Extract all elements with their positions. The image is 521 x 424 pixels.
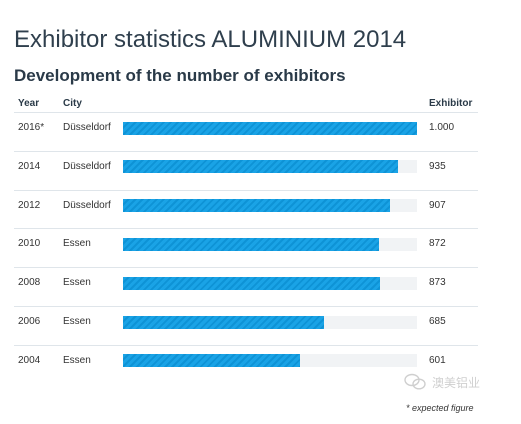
city-label: Düsseldorf (63, 161, 111, 172)
bar-track (123, 199, 417, 212)
footnote: * expected figure (406, 403, 474, 413)
city-label: Essen (63, 238, 91, 249)
row-divider (14, 228, 478, 229)
column-header-year: Year (18, 98, 40, 109)
bar-track (123, 277, 417, 290)
bar (123, 238, 380, 251)
row-divider (14, 151, 478, 152)
bar (123, 122, 417, 135)
bar-track (123, 160, 417, 173)
year-label: 2006 (18, 316, 41, 327)
chart-subtitle: Development of the number of exhibitors (14, 66, 346, 85)
bar-track (123, 122, 417, 135)
bar (123, 199, 390, 212)
watermark: 澳美铝业 (404, 370, 514, 394)
value-label: 907 (429, 200, 446, 211)
city-label: Essen (63, 277, 91, 288)
row-divider (14, 306, 478, 307)
value-label: 1.000 (429, 122, 455, 133)
row-divider (14, 190, 478, 191)
city-label: Düsseldorf (63, 200, 111, 211)
column-header-exhibitor: Exhibitor (429, 98, 473, 109)
value-label: 935 (429, 161, 446, 172)
bar (123, 160, 398, 173)
city-label: Essen (63, 355, 91, 366)
row-divider (14, 112, 478, 113)
bar (123, 316, 325, 329)
year-label: 2004 (18, 355, 41, 366)
bar (123, 277, 380, 290)
year-label: 2016* (18, 122, 45, 133)
chat-bubbles-icon (404, 373, 426, 390)
year-label: 2008 (18, 277, 41, 288)
year-label: 2012 (18, 200, 41, 211)
year-label: 2014 (18, 161, 41, 172)
city-label: Düsseldorf (63, 122, 111, 133)
value-label: 685 (429, 316, 446, 327)
value-label: 873 (429, 277, 446, 288)
bar-track (123, 238, 417, 251)
value-label: 872 (429, 238, 446, 249)
bar-track (123, 354, 417, 367)
column-header-city: City (63, 98, 82, 109)
city-label: Essen (63, 316, 91, 327)
watermark-text: 澳美铝业 (432, 375, 481, 390)
row-divider (14, 345, 478, 346)
value-label: 601 (429, 355, 446, 366)
row-divider (14, 267, 478, 268)
year-label: 2010 (18, 238, 41, 249)
bar-track (123, 316, 417, 329)
page-title: Exhibitor statistics ALUMINIUM 2014 (14, 26, 407, 53)
bar (123, 354, 300, 367)
